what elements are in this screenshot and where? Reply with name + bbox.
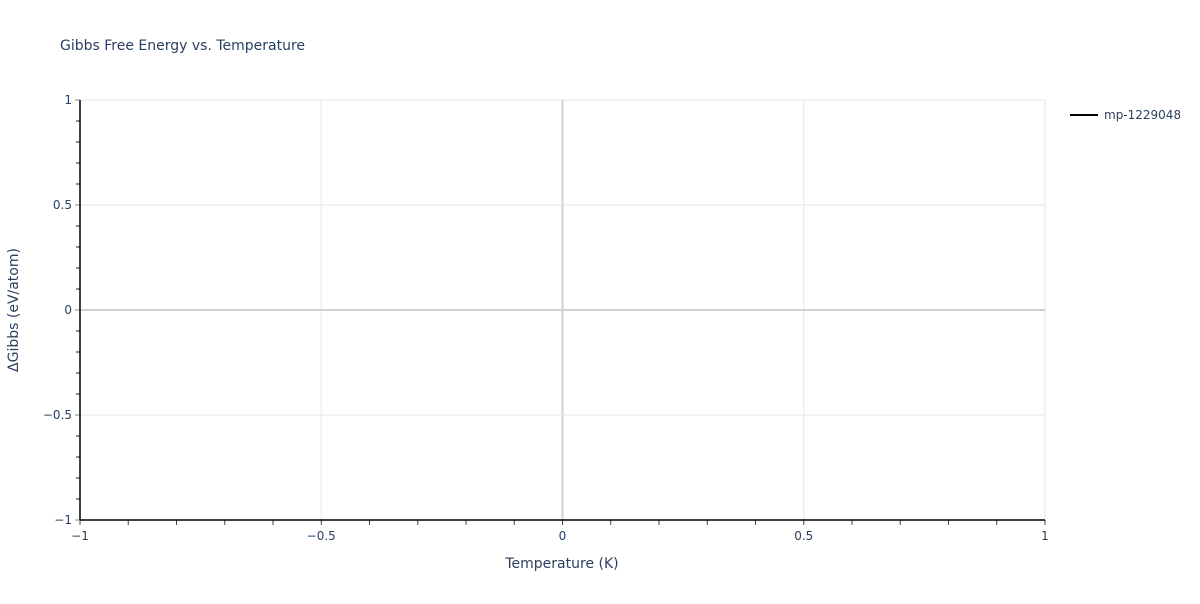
- y-tick-label: −1: [54, 513, 72, 527]
- y-axis-label: ΔGibbs (eV/atom): [6, 248, 22, 372]
- y-tick-label: 0: [64, 303, 72, 317]
- x-axis-label: Temperature (K): [504, 556, 618, 572]
- grid: [80, 99, 1046, 520]
- x-tick-label: −0.5: [307, 529, 336, 543]
- x-tick-label: 1: [1041, 529, 1049, 543]
- x-tick-label: −1: [71, 529, 89, 543]
- y-tick-label: 0.5: [53, 198, 72, 212]
- y-tick-label: 1: [64, 93, 72, 107]
- legend[interactable]: mp-1229048: [1070, 108, 1181, 122]
- y-tick-label: −0.5: [43, 408, 72, 422]
- axes: −1 −0.5 0 0.5 1 −1 −0.5 0 0.5 1: [43, 93, 1049, 543]
- x-tick-label: 0.5: [794, 529, 813, 543]
- legend-label[interactable]: mp-1229048: [1104, 108, 1181, 122]
- chart-title: Gibbs Free Energy vs. Temperature: [60, 38, 305, 54]
- x-tick-label: 0: [559, 529, 567, 543]
